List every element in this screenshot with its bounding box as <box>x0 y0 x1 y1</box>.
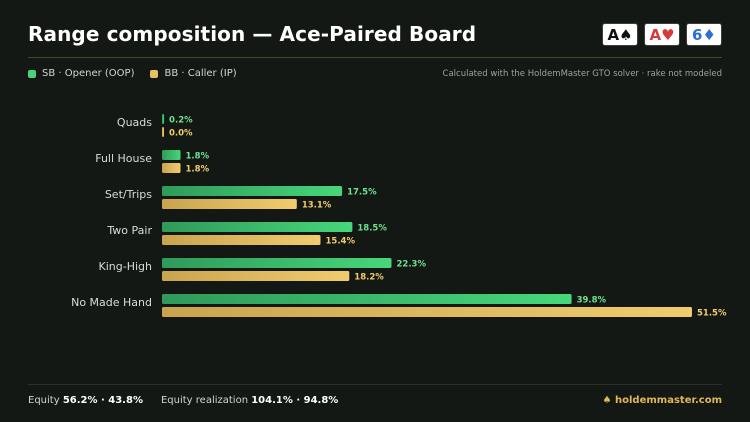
header-divider <box>28 57 722 58</box>
bar-bb <box>162 235 321 245</box>
bar-sb <box>162 150 181 160</box>
bar-sb <box>162 222 353 232</box>
legend-label-bb: BB · Caller (IP) <box>164 68 237 79</box>
data-label-bb: 18.2% <box>354 273 384 283</box>
category-label: King-High <box>99 260 153 273</box>
data-label-bb: 51.5% <box>697 309 727 319</box>
realization-values: 104.1% · 94.8% <box>251 395 339 406</box>
heart-icon: ♥ <box>661 25 675 44</box>
category-label: Two Pair <box>106 224 152 237</box>
board-card-3: 6 ♦ <box>686 23 722 46</box>
data-label-sb: 18.5% <box>357 224 387 234</box>
equity-values: 56.2% · 43.8% <box>62 395 143 406</box>
bar-bb <box>162 199 297 209</box>
category-label: Quads <box>117 116 152 129</box>
spade-icon: ♠ <box>619 25 633 44</box>
spade-icon: ♠ <box>602 395 612 406</box>
data-label-sb: 39.8% <box>577 296 607 306</box>
brand-name: holdemmaster.com <box>615 395 722 406</box>
category-label: Set/Trips <box>105 188 152 201</box>
bar-bb <box>162 271 350 281</box>
data-label-bb: 0.0% <box>169 129 193 139</box>
brand-link[interactable]: ♠ holdemmaster.com <box>603 395 722 406</box>
bar-sb <box>162 186 343 196</box>
data-label-sb: 17.5% <box>347 188 377 198</box>
card-rank: 6 <box>692 25 703 44</box>
card-rank: A <box>649 25 662 44</box>
legend-swatch-sb <box>28 69 36 78</box>
data-label-sb: 0.2% <box>169 116 193 126</box>
category-label: No Made Hand <box>71 296 152 309</box>
bar-sb <box>162 258 392 268</box>
board-cards: A ♠ A ♥ 6 ♦ <box>602 23 722 46</box>
data-label-sb: 22.3% <box>396 260 426 270</box>
data-label-bb: 15.4% <box>325 237 355 247</box>
bar-bb <box>162 307 692 317</box>
page-title: Range composition — Ace-Paired Board <box>28 22 477 46</box>
legend-item-sb: SB · Opener (OOP) <box>28 68 134 79</box>
bar-sb <box>162 294 572 304</box>
range-composition-chart: Quads 0.2% 0.0% Full House 1.8% 1.8% Set/Trips… <box>71 114 727 319</box>
data-label-bb: 1.8% <box>186 165 210 175</box>
legend-label-sb: SB · Opener (OOP) <box>42 68 135 79</box>
realization-label: Equity realization <box>160 395 249 406</box>
equity-label: Equity <box>28 395 60 406</box>
footer-stats: Equity 56.2% · 43.8% Equity realization … <box>28 395 338 406</box>
legend-item-bb: BB · Caller (IP) <box>150 68 237 79</box>
solver-note: Calculated with the HoldemMaster GTO sol… <box>442 69 722 79</box>
bar-sb <box>162 114 165 124</box>
footer-divider <box>28 384 722 385</box>
chart-legend: SB · Opener (OOP) BB · Caller (IP) <box>28 68 237 79</box>
card-rank: A <box>607 25 620 44</box>
equity-stat: Equity 56.2% · 43.8% <box>28 395 143 406</box>
realization-stat: Equity realization 104.1% · 94.8% <box>161 395 338 406</box>
data-label-bb: 13.1% <box>302 201 332 211</box>
board-card-2: A ♥ <box>644 23 680 46</box>
bar-bb <box>162 163 181 173</box>
board-card-1: A ♠ <box>602 23 638 46</box>
bar-bb <box>162 127 164 137</box>
legend-swatch-bb <box>150 69 159 78</box>
diamond-icon: ♦ <box>702 25 716 44</box>
category-label: Full House <box>95 152 152 165</box>
data-label-sb: 1.8% <box>186 152 210 162</box>
